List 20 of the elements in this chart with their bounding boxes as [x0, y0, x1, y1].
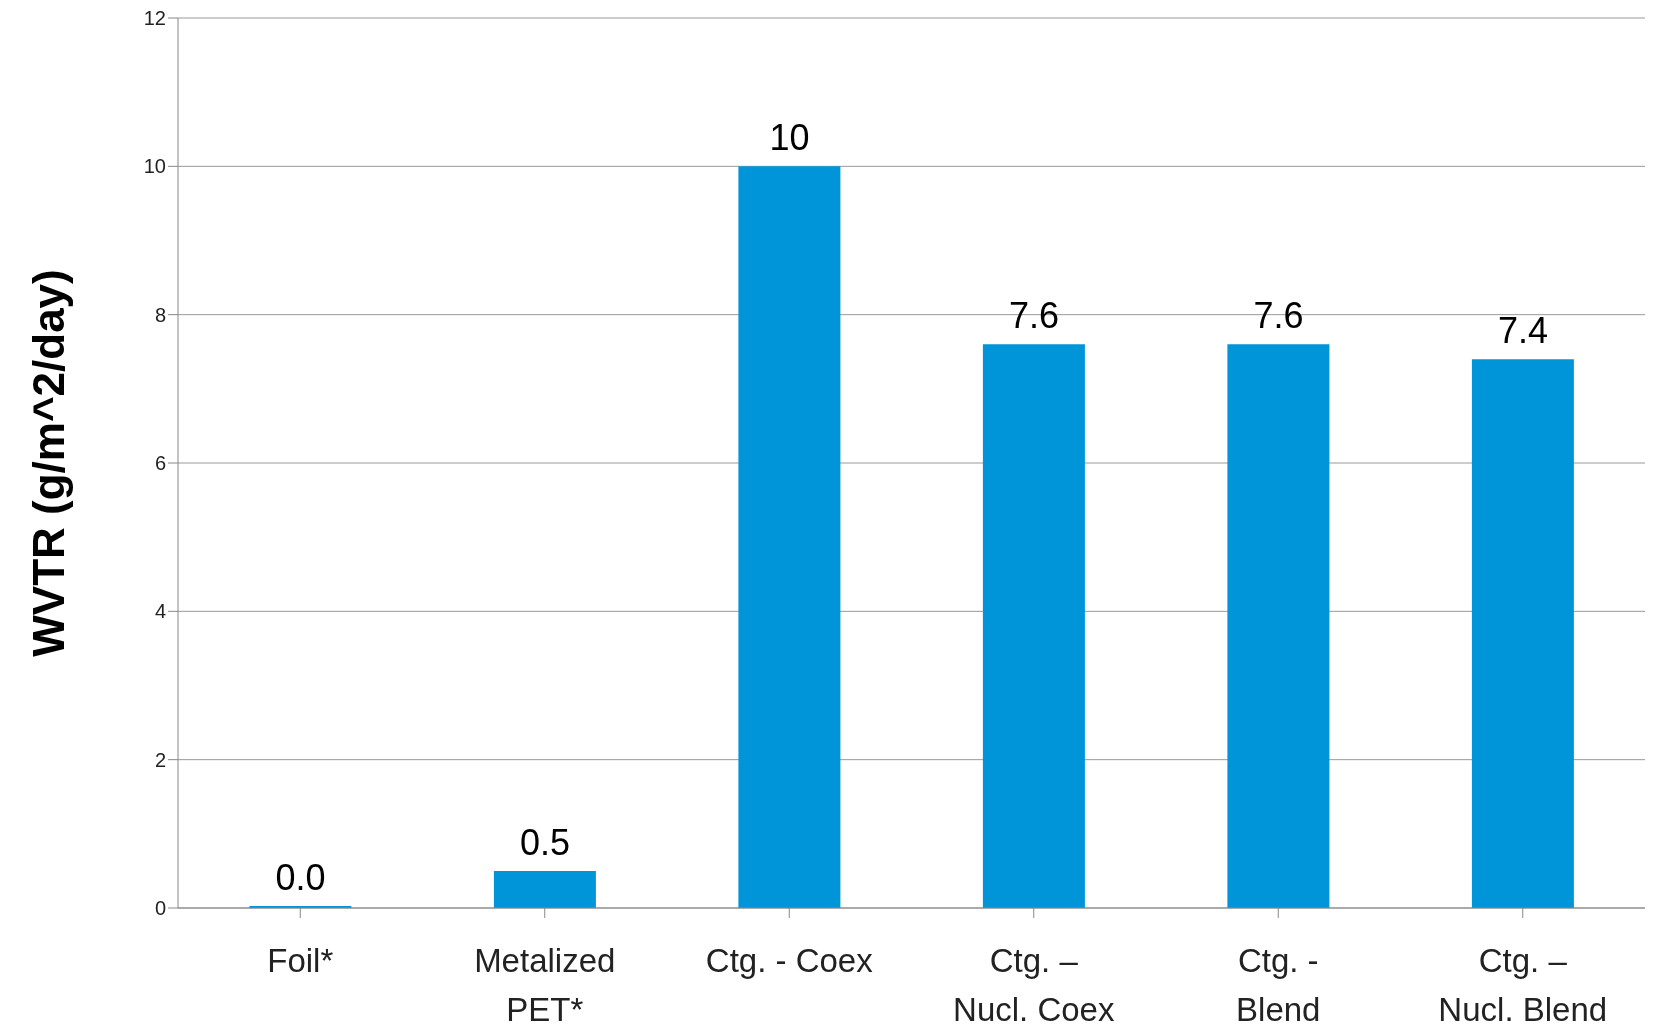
data-label: 10 [769, 117, 810, 159]
y-tick-label: 6 [154, 452, 166, 475]
x-tick-label: Metalized PET* [474, 941, 616, 1029]
x-tick-label: Ctg. – Nucl. Coex [953, 941, 1115, 1029]
data-label: 7.6 [1253, 295, 1304, 337]
x-tick-label: Foil* [267, 941, 334, 979]
x-tick-label: Ctg. – Nucl. Blend [1438, 941, 1608, 1029]
y-axis-title: WVTR (g/m^2/day) [23, 269, 73, 657]
x-tick-label: Ctg. - Coex [705, 941, 874, 979]
y-tick-label: 12 [143, 7, 166, 30]
data-label: 7.4 [1497, 310, 1548, 352]
y-tick-label: 0 [154, 897, 166, 920]
data-label: 7.6 [1008, 295, 1059, 337]
y-tick-label: 2 [154, 748, 166, 771]
y-tick-label: 10 [143, 155, 166, 178]
y-tick-label: 8 [154, 303, 166, 326]
data-label: 0.0 [275, 857, 326, 898]
x-tick-label: Ctg. - Blend [1236, 941, 1321, 1029]
data-label: 0.5 [519, 821, 570, 863]
y-tick-label: 4 [154, 600, 166, 623]
